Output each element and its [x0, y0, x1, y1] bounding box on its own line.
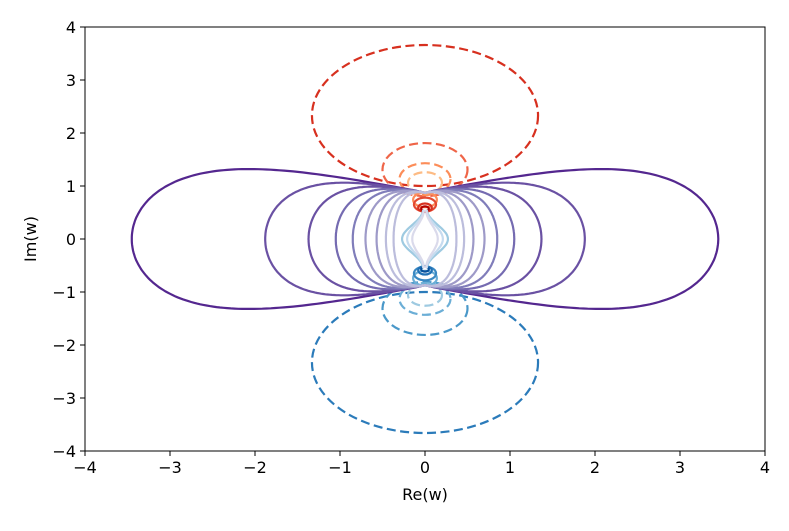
x-tick-label: 4	[760, 458, 770, 477]
plot-area	[85, 27, 765, 451]
purple-right-lobe-contour	[424, 189, 486, 289]
y-tick-label: 2	[66, 124, 76, 143]
purple-left-lobe-contour	[307, 185, 426, 293]
red-dashed-contour	[398, 162, 452, 197]
purple-right-lobe-contour	[424, 190, 475, 288]
purple-left-lobe-contour	[392, 191, 426, 287]
purple-left-lobe-contour	[264, 181, 426, 297]
x-tick-label: 1	[505, 458, 515, 477]
y-tick-label: −3	[52, 389, 76, 408]
purple-left-lobe-contour	[351, 188, 426, 290]
blue-dashed-contour	[398, 281, 452, 316]
x-axis-ticks: −4 −3 −2 −1 0 1 2 3 4	[73, 451, 770, 477]
center-waist-contour	[425, 209, 445, 269]
center-waist-contour	[405, 209, 425, 269]
y-tick-label: −4	[52, 442, 76, 461]
y-tick-label: −2	[52, 336, 76, 355]
purple-right-lobe-contour	[424, 187, 516, 291]
blue-dashed-contour	[406, 283, 444, 307]
y-tick-label: 3	[66, 71, 76, 90]
purple-right-lobe-contour	[424, 188, 499, 290]
purple-left-lobe-contour	[130, 168, 426, 310]
blue-solid-contour	[420, 265, 430, 273]
x-tick-label: 0	[420, 458, 430, 477]
x-tick-label: 3	[675, 458, 685, 477]
purple-right-lobe-contour	[424, 191, 458, 287]
y-tick-label: 0	[66, 230, 76, 249]
center-waist-contour	[411, 209, 425, 269]
purple-right-lobe-contour	[424, 181, 586, 297]
y-axis-label: Im(w)	[21, 216, 40, 262]
y-axis-ticks: −4 −3 −2 −1 0 1 2 3 4	[52, 18, 85, 461]
x-axis-label: Re(w)	[402, 485, 448, 504]
x-tick-label: −3	[158, 458, 182, 477]
y-tick-label: 4	[66, 18, 76, 37]
purple-left-lobe-contour	[375, 190, 426, 288]
contour-lines	[130, 43, 720, 435]
purple-left-lobe-contour	[334, 187, 426, 291]
purple-right-lobe-contour	[424, 190, 466, 288]
blue-dashed-contour	[310, 290, 540, 435]
center-waist-contour	[425, 209, 439, 269]
red-dashed-contour	[310, 43, 540, 188]
x-tick-label: −4	[73, 458, 97, 477]
purple-left-lobe-contour	[384, 190, 426, 288]
center-waist-contour	[401, 209, 425, 269]
y-tick-label: 1	[66, 177, 76, 196]
center-waist-contour	[425, 209, 449, 269]
purple-left-lobe-contour	[364, 189, 426, 289]
x-tick-label: −2	[243, 458, 267, 477]
y-tick-label: −1	[52, 283, 76, 302]
purple-right-lobe-contour	[424, 168, 720, 310]
purple-right-lobe-contour	[424, 185, 543, 293]
x-tick-label: 2	[590, 458, 600, 477]
red-solid-contour	[420, 205, 430, 213]
x-tick-label: −1	[328, 458, 352, 477]
